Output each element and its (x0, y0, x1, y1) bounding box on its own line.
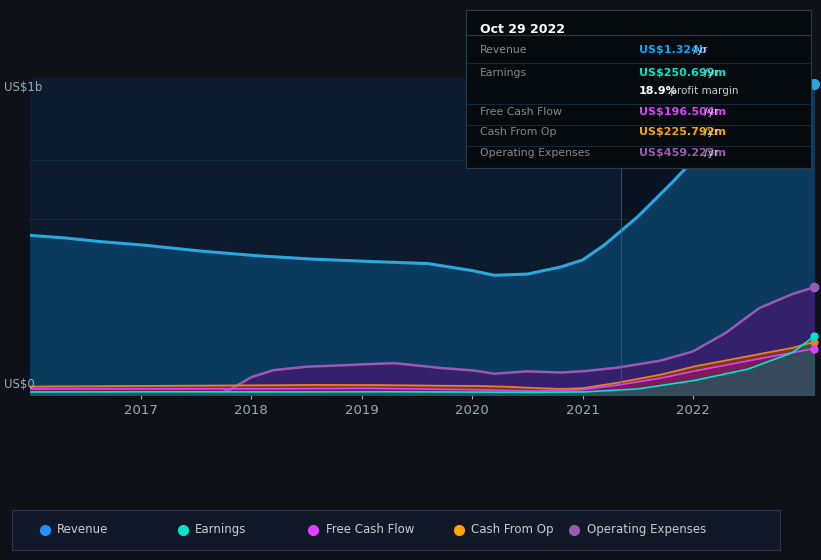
Text: profit margin: profit margin (667, 86, 739, 96)
Text: Free Cash Flow: Free Cash Flow (480, 107, 562, 117)
Text: /yr: /yr (701, 68, 718, 78)
Text: US$1.324b: US$1.324b (639, 45, 707, 54)
Text: /yr: /yr (701, 128, 718, 137)
Text: Operating Expenses: Operating Expenses (586, 523, 706, 536)
Text: US$459.223m: US$459.223m (639, 148, 726, 158)
Text: US$196.504m: US$196.504m (639, 107, 726, 117)
Text: /yr: /yr (701, 107, 718, 117)
Text: US$1b: US$1b (4, 81, 43, 94)
Text: Cash From Op: Cash From Op (480, 128, 557, 137)
Text: US$250.699m: US$250.699m (639, 68, 726, 78)
Text: Revenue: Revenue (57, 523, 108, 536)
Text: US$0: US$0 (4, 378, 34, 391)
Text: Earnings: Earnings (480, 68, 527, 78)
Text: 18.9%: 18.9% (639, 86, 677, 96)
Text: Oct 29 2022: Oct 29 2022 (480, 23, 565, 36)
Bar (621, 78, 814, 395)
Text: Earnings: Earnings (195, 523, 246, 536)
Text: Free Cash Flow: Free Cash Flow (325, 523, 414, 536)
Text: US$225.792m: US$225.792m (639, 128, 726, 137)
Text: Operating Expenses: Operating Expenses (480, 148, 590, 158)
Text: /yr: /yr (690, 45, 707, 54)
Text: /yr: /yr (701, 148, 718, 158)
Text: Cash From Op: Cash From Op (471, 523, 554, 536)
Text: Revenue: Revenue (480, 45, 528, 54)
